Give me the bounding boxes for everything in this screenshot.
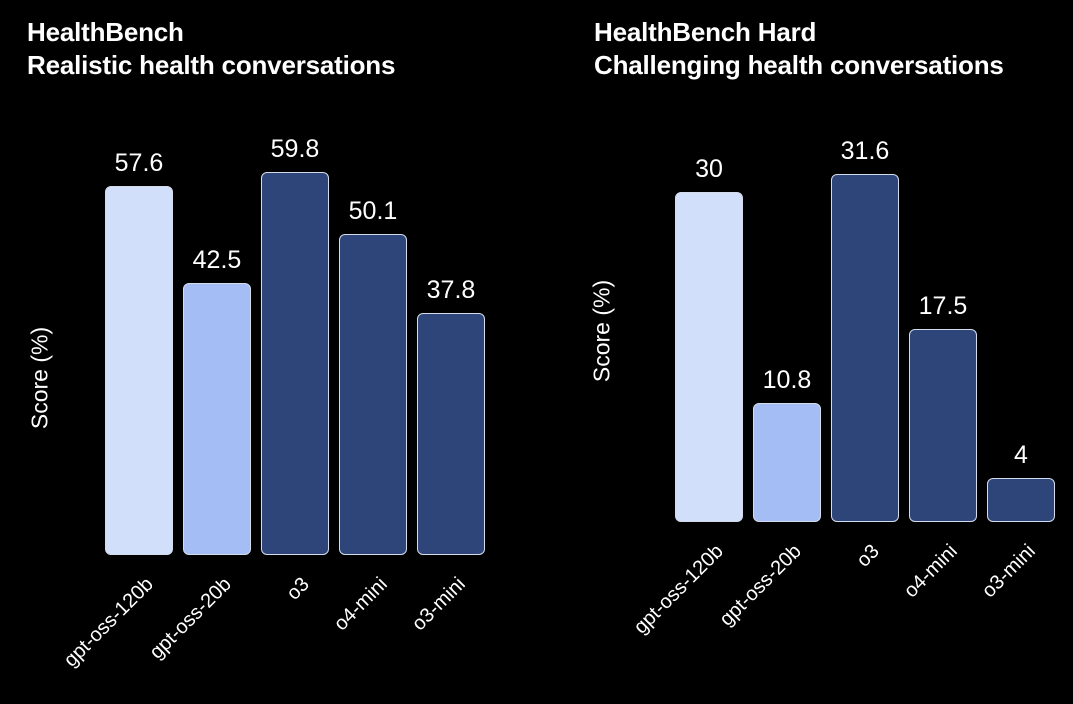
x-tick-label: gpt-oss-120b bbox=[629, 540, 728, 639]
chart-title-line2: Challenging health conversations bbox=[594, 50, 1004, 80]
bar-o4-mini bbox=[339, 234, 407, 555]
bar-value-label: 17.5 bbox=[918, 292, 968, 320]
bar-gpt-oss-20b bbox=[753, 403, 821, 522]
bar-o3 bbox=[261, 172, 329, 555]
bar-gpt-oss-120b bbox=[105, 186, 173, 555]
bar-o3-mini bbox=[417, 313, 485, 555]
chart-title: HealthBench Hard Challenging health conv… bbox=[594, 16, 1004, 82]
bar-value-label: 30 bbox=[695, 155, 723, 183]
bar-value-label: 50.1 bbox=[348, 197, 398, 225]
bar-value-label: 4 bbox=[1014, 441, 1028, 469]
bar-o3 bbox=[831, 174, 899, 522]
bar-o3-mini bbox=[987, 478, 1055, 522]
chart-title: HealthBench Realistic health conversatio… bbox=[27, 16, 395, 82]
bar-value-label: 37.8 bbox=[426, 276, 476, 304]
chart-title-line2: Realistic health conversations bbox=[27, 50, 396, 80]
chart-title-line1: HealthBench Hard bbox=[594, 17, 817, 47]
bar-value-label: 57.6 bbox=[114, 149, 164, 177]
bar-value-label: 31.6 bbox=[840, 137, 890, 165]
bar-gpt-oss-20b bbox=[183, 283, 251, 555]
bar-gpt-oss-120b bbox=[675, 192, 743, 522]
bar-value-label: 10.8 bbox=[762, 366, 812, 394]
chart-title-line1: HealthBench bbox=[27, 17, 184, 47]
bar-o4-mini bbox=[909, 329, 977, 522]
bar-value-label: 42.5 bbox=[192, 246, 242, 274]
bar-value-label: 59.8 bbox=[270, 135, 320, 163]
